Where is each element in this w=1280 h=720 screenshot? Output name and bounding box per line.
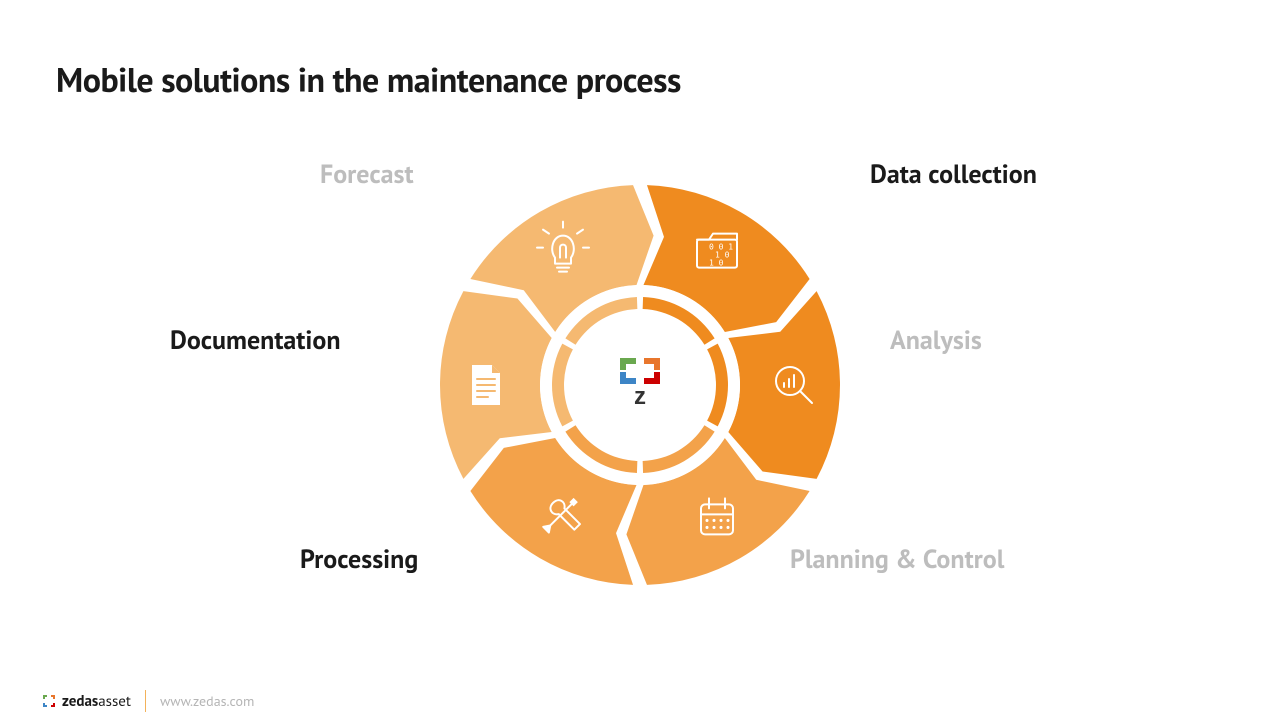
- label-planning: Planning & Control: [790, 543, 1004, 576]
- label-documentation: Documentation: [170, 324, 341, 357]
- svg-text:1 0: 1 0: [709, 259, 724, 268]
- brand-suffix: asset: [98, 692, 131, 711]
- footer-url: www.zedas.com: [160, 692, 254, 710]
- label-forecast: Forecast: [320, 158, 414, 191]
- process-cycle-diagram: z 0 0 1 1 0 1 0: [0, 0, 1280, 720]
- document-icon: [472, 365, 500, 405]
- footer-brand: zedasasset: [42, 692, 131, 711]
- svg-text:z: z: [634, 383, 646, 410]
- footer: zedasasset www.zedas.com: [0, 682, 1280, 720]
- label-data_collection: Data collection: [870, 158, 1037, 191]
- brand-prefix: zedas: [62, 692, 98, 711]
- brand-icon: [42, 694, 56, 708]
- label-analysis: Analysis: [890, 324, 982, 357]
- label-processing: Processing: [300, 543, 418, 576]
- footer-divider: [145, 690, 146, 712]
